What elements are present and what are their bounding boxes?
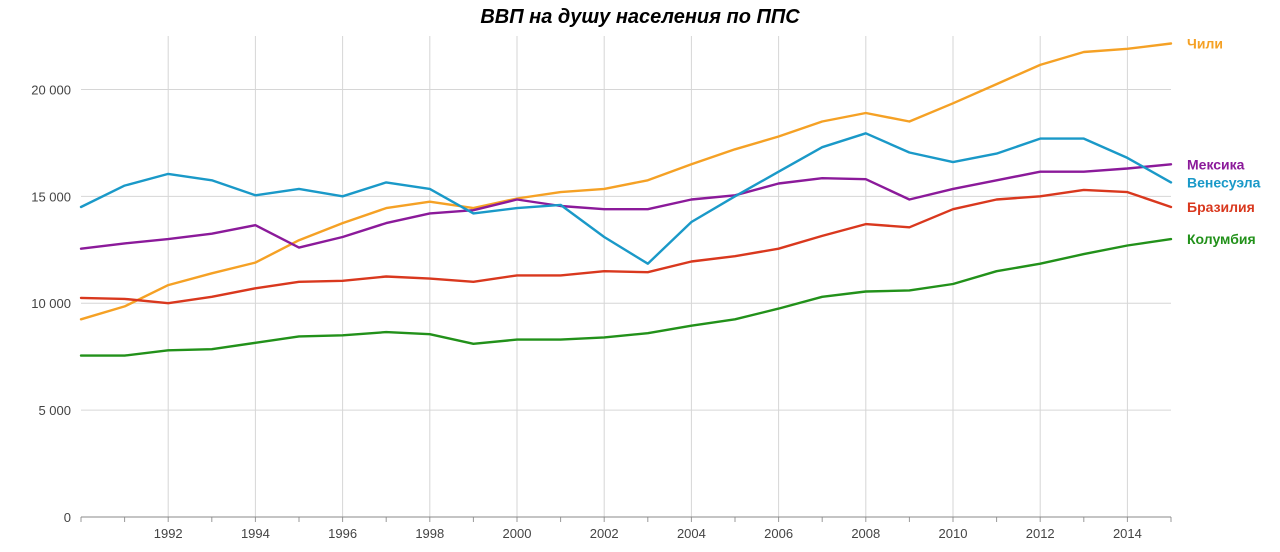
- y-tick-label: 0: [64, 510, 71, 525]
- x-tick-label: 1994: [241, 526, 270, 541]
- x-tick-label: 1992: [154, 526, 183, 541]
- series-label: Венесуэла: [1187, 174, 1261, 190]
- series-label: Колумбия: [1187, 231, 1256, 247]
- x-tick-label: 2012: [1026, 526, 1055, 541]
- grid: [81, 36, 1171, 517]
- y-tick-label: 15 000: [31, 189, 71, 204]
- series-label: Бразилия: [1187, 199, 1255, 215]
- y-tick-label: 20 000: [31, 82, 71, 97]
- x-tick-label: 2014: [1113, 526, 1142, 541]
- x-tick-label: 2002: [590, 526, 619, 541]
- y-tick-label: 10 000: [31, 296, 71, 311]
- series-label: Чили: [1187, 35, 1223, 51]
- series-line: [79, 188, 1173, 305]
- axes: 0 5 000 10 000 15 000 20 000 1992 1994 1996 1998…: [31, 82, 1172, 541]
- x-tick-label: 1996: [328, 526, 357, 541]
- series-lines: [79, 42, 1173, 357]
- x-tick-label: 2006: [764, 526, 793, 541]
- series-line: [79, 163, 1173, 250]
- x-tick-label: 2010: [939, 526, 968, 541]
- series-labels: Чили Мексика Венесуэла Бразилия Колумбия: [1187, 35, 1261, 247]
- series-line: [79, 42, 1173, 321]
- x-tick-label: 2008: [851, 526, 880, 541]
- series-line: [79, 132, 1173, 265]
- x-tick-label: 2004: [677, 526, 706, 541]
- series-label: Мексика: [1187, 156, 1245, 172]
- y-tick-label: 5 000: [38, 403, 71, 418]
- x-tick-label: 2000: [503, 526, 532, 541]
- series-line: [79, 237, 1173, 357]
- chart-title: ВВП на душу населения по ППС: [480, 6, 800, 28]
- x-tick-label: 1998: [415, 526, 444, 541]
